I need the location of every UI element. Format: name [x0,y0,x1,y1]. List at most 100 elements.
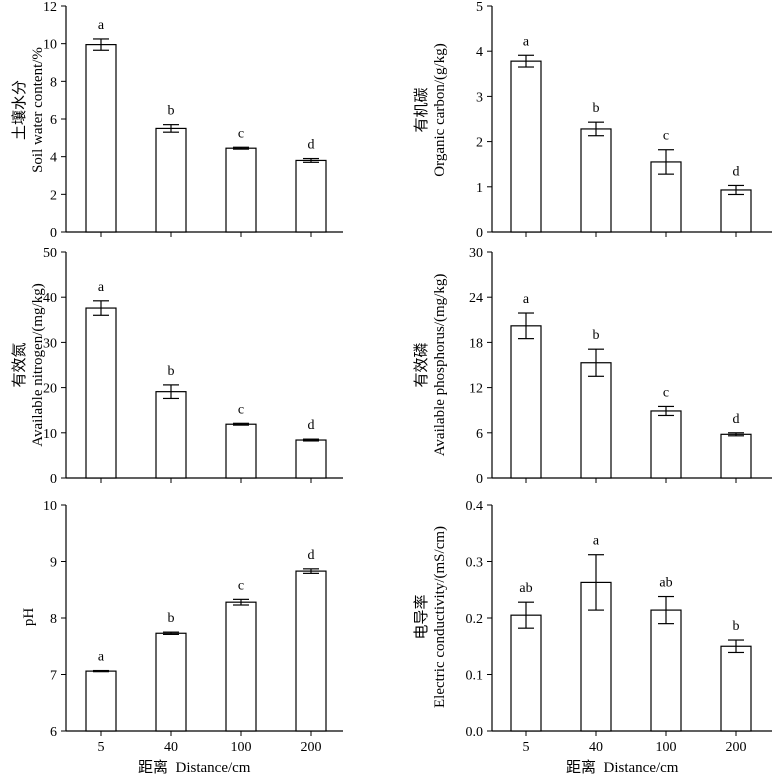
y-tick-label: 50 [43,246,57,261]
error-bar-40 [163,631,179,635]
significance-letter: a [98,18,105,33]
panel-1: 0 2 4 6 8 10 12 a b c d 土壤水分 Soil water content/% [10,0,343,241]
bar-200 [720,433,752,479]
y-tick-label: 8 [50,75,57,90]
error-bar-100 [233,422,249,426]
significance-letter: d [308,138,315,153]
significance-letter: d [308,548,315,563]
significance-letter: c [238,402,244,417]
y-tick-label: 4 [476,45,483,60]
significance-letter: ab [519,581,532,596]
bar-200 [295,439,327,479]
y-tick-label: 9 [50,556,57,571]
significance-letter: a [593,534,600,549]
significance-letter: ab [659,576,672,591]
y-axis-title-cn: 有效磷 [413,342,430,387]
y-tick-label: 40 [43,291,57,306]
error-bar-5 [93,300,109,316]
y-tick-label: 0 [50,472,57,487]
error-bar-40 [588,554,604,611]
significance-letter: b [168,364,175,379]
bar-100 [650,410,682,479]
y-axis-title-cn: 有效氮 [11,342,28,387]
error-bar-40 [163,384,179,400]
bar-100 [650,609,682,732]
error-bar-5 [518,54,534,68]
significance-letter: b [168,611,175,626]
x-axis-label-right: 距离 Distance/cm [566,760,679,776]
bar-5 [510,325,542,479]
y-tick-label: 6 [50,113,57,128]
y-axis-title: 有效磷 Available phosphorus/(mg/kg) [413,274,448,457]
y-axis-title-cn: 电导率 [413,594,430,639]
error-bar-200 [303,568,319,574]
y-tick-label: 6 [476,427,483,442]
significance-letter: d [308,418,315,433]
y-axis-title: 土壤水分 Soil water content/% [10,47,46,173]
y-axis-title-cn: 有机碳 [413,87,430,132]
y-tick-label: 0 [476,472,483,487]
y-tick-label: 2 [50,188,57,203]
significance-letter: b [593,101,600,116]
bar-200 [720,645,752,732]
error-bar-200 [728,639,744,654]
significance-letter: a [98,280,105,295]
error-bar-200 [728,432,744,437]
significance-letter: a [523,292,530,307]
y-axis-title-en: Available nitrogen/(mg/kg) [30,283,46,446]
y-axis-title: 有效氮 Available nitrogen/(mg/kg) [11,283,46,446]
y-tick-label: 20 [43,382,57,397]
significance-letter: c [663,385,669,400]
significance-letter: b [733,619,740,634]
y-axis-title-en: Available phosphorus/(mg/kg) [432,274,448,457]
y-tick-label: 7 [50,669,57,684]
x-tick-label: 5 [523,740,530,755]
error-bar-200 [728,184,744,196]
significance-letter: b [593,328,600,343]
x-axis-label-left: 距离 Distance/cm [138,760,251,776]
error-bar-5 [518,312,534,340]
y-tick-label: 0.3 [466,556,484,571]
y-tick-label: 10 [43,427,57,442]
y-tick-label: 18 [469,336,483,351]
significance-letter: a [523,34,530,49]
panel-5: 6 7 8 9 10 a 5 b 40 c 100 d 200 pH [21,499,343,755]
error-bar-100 [658,405,674,417]
y-tick-label: 0 [476,226,483,241]
error-bar-40 [588,121,604,137]
panel-2: 0 1 2 3 4 5 a b c d 有机碳 Organic carbon/(g/kg) [413,0,772,241]
y-tick-label: 10 [43,499,57,514]
error-bar-5 [93,38,109,51]
y-axis-title-en: Organic carbon/(g/kg) [432,43,448,176]
y-axis-title-en: Soil water content/% [30,47,46,173]
x-tick-label: 100 [231,740,252,755]
y-tick-label: 2 [476,136,483,151]
bar-100 [225,423,257,479]
error-bar-100 [658,149,674,175]
y-tick-label: 30 [43,336,57,351]
error-bar-200 [303,438,319,442]
y-tick-label: 0.0 [466,725,484,740]
error-bar-100 [658,595,674,625]
error-bar-5 [93,669,109,673]
bar-40 [155,127,187,233]
bar-200 [295,570,327,732]
panel-3: 0 10 20 30 40 50 a b c d 有效氮 Available nitrogen/(mg… [11,246,343,487]
significance-letter: d [733,164,740,179]
y-tick-label: 10 [43,38,57,53]
y-tick-label: 24 [469,291,483,306]
bar-5 [510,60,542,233]
bar-5 [510,614,542,732]
bar-5 [85,307,117,479]
y-tick-label: 0.4 [466,499,484,514]
y-axis-title-en: pH [21,608,37,627]
y-tick-label: 3 [476,90,483,105]
significance-letter: c [663,129,669,144]
error-bar-200 [303,157,319,163]
significance-letter: c [238,578,244,593]
bar-100 [225,147,257,233]
y-tick-label: 12 [43,0,57,15]
y-tick-label: 1 [476,181,483,196]
significance-letter: d [733,412,740,427]
